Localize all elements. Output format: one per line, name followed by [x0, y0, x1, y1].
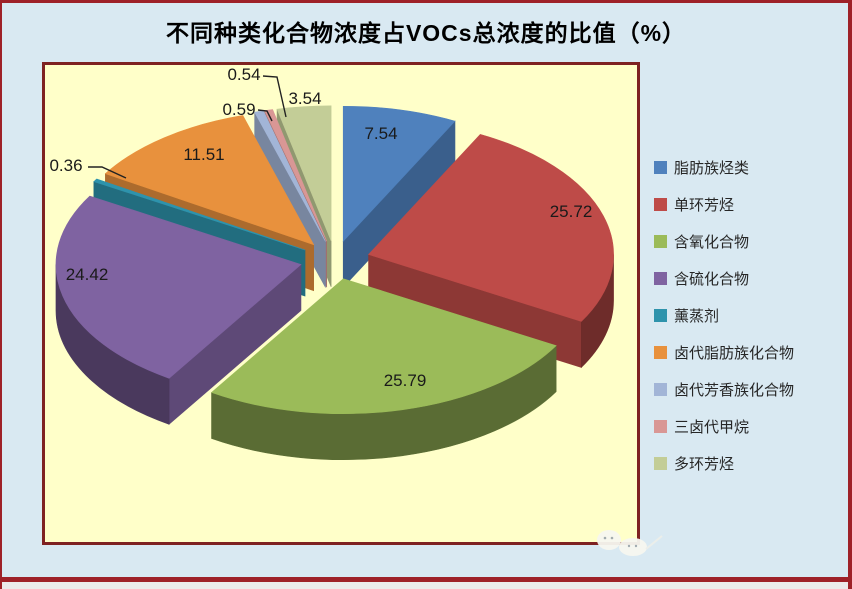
legend-item: 含氧化合物	[654, 231, 794, 251]
label-leader-line	[257, 109, 273, 122]
label-leader-line	[262, 75, 287, 118]
legend-item: 卤代芳香族化合物	[654, 379, 794, 399]
pie-slice-0-top-face	[342, 105, 456, 243]
label-leader-line	[88, 166, 127, 179]
pie-slice-3-top-face	[55, 195, 302, 379]
legend-label: 含硫化合物	[674, 270, 750, 288]
pie-slice-2-top-face	[210, 278, 557, 415]
legend-label: 单环芳烃	[674, 196, 735, 214]
legend-label: 薰蒸剂	[674, 307, 720, 325]
legend-label: 卤代芳香族化合物	[674, 381, 795, 399]
legend-swatch-icon	[654, 271, 667, 285]
legend-label: 脂肪族烃类	[674, 159, 750, 177]
watermark-mascot-icon	[597, 530, 663, 556]
legend-item: 卤代脂肪族化合物	[654, 342, 794, 362]
pie-slice-8-top-face	[276, 105, 332, 241]
chart-title: 不同种类化合物浓度占VOCs总浓度的比值（%）	[165, 20, 687, 46]
pie-slice-1-top-face	[368, 134, 614, 322]
pie-slice-4-top-face	[93, 178, 306, 251]
legend-swatch-icon	[654, 160, 667, 174]
legend-label: 三卤代甲烷	[674, 418, 750, 436]
legend-swatch-icon	[654, 234, 667, 248]
legend-item: 薰蒸剂	[654, 305, 794, 325]
legend-swatch-icon	[654, 382, 667, 396]
legend-label: 含氧化合物	[674, 233, 750, 251]
legend-label: 多环芳烃	[674, 455, 735, 473]
bottom-divider	[0, 577, 852, 582]
legend-swatch-icon	[654, 456, 667, 470]
chart-legend: 脂肪族烃类单环芳烃含氧化合物含硫化合物薰蒸剂卤代脂肪族化合物 卤代芳香族化合物 三卤…	[654, 157, 794, 473]
legend-swatch-icon	[654, 308, 667, 322]
pie-slice-5-top-face	[104, 115, 315, 246]
legend-item: 含硫化合物	[654, 268, 794, 288]
legend-item: 单环芳烃	[654, 194, 794, 214]
legend-swatch-icon	[654, 345, 667, 359]
legend-item: 多环芳烃	[654, 453, 794, 473]
bottom-strip	[0, 582, 852, 589]
legend-label: 卤代脂肪族化合物	[674, 344, 795, 362]
legend-item: 脂肪族烃类	[654, 157, 794, 177]
legend-swatch-icon	[654, 419, 667, 433]
legend-swatch-icon	[654, 197, 667, 211]
legend-item: 三卤代甲烷	[654, 416, 794, 436]
